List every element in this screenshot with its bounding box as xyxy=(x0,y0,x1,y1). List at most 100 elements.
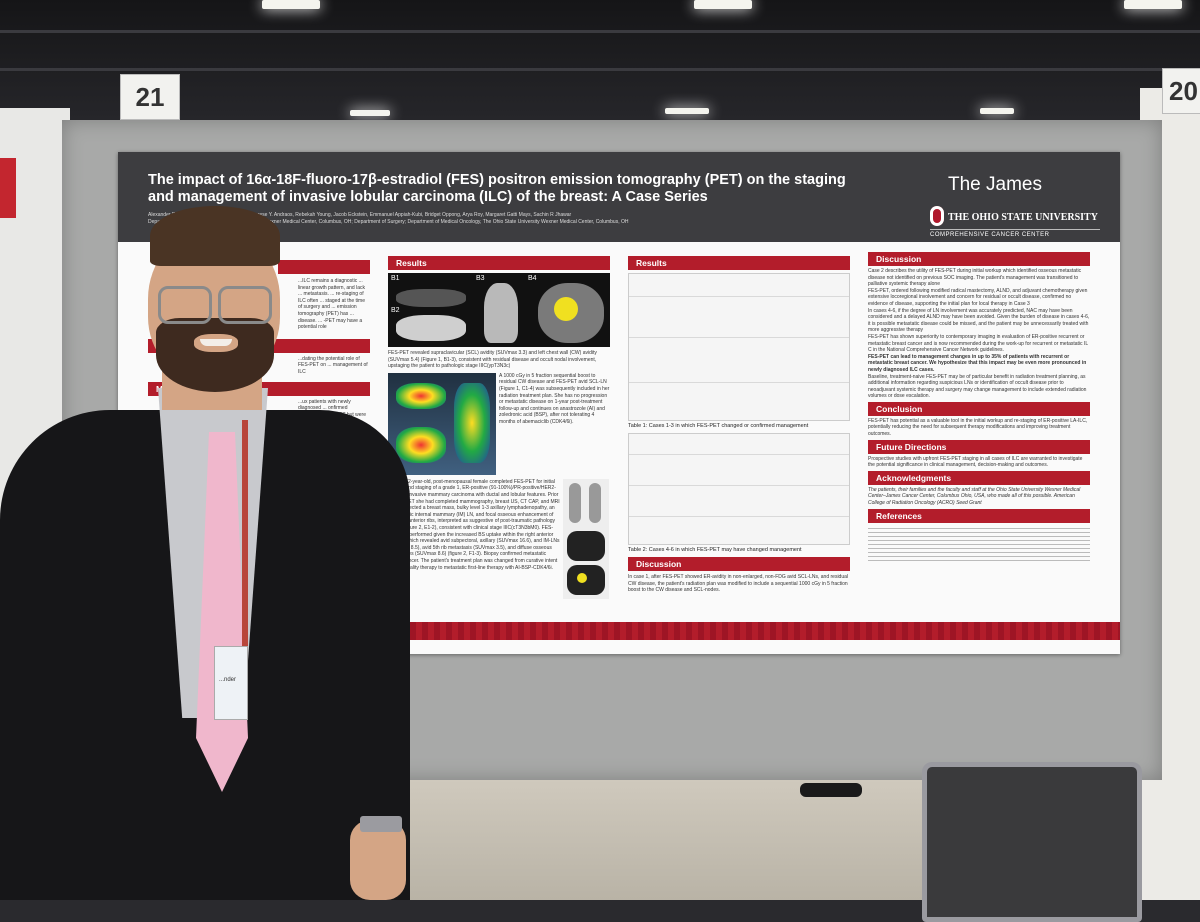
table-row xyxy=(629,338,849,383)
discussion-bullet: FES-PET, ordered following modified radi… xyxy=(868,287,1088,307)
table-1-caption: Table 1: Cases 1-3 in which FES-PET chan… xyxy=(628,423,809,429)
ct-slice xyxy=(396,289,466,307)
ceiling-light xyxy=(350,110,390,116)
hot-spot xyxy=(577,572,587,583)
future-directions-header: Future Directions xyxy=(868,439,1090,454)
wristwatch-icon xyxy=(360,816,402,832)
objective-text: ...dating the potential role of FES-PET … xyxy=(298,355,368,375)
ceiling-light xyxy=(694,0,752,9)
results-table-header: Results xyxy=(628,256,850,270)
acknowledgments-header: Acknowledgments xyxy=(868,470,1090,485)
table-row xyxy=(629,297,849,338)
discussion-bullet: FES-PET has shown superiority to contemp… xyxy=(868,333,1088,354)
pet-scan xyxy=(567,530,605,561)
results-text-2: A 1000 cGy in 5 fraction sequential boos… xyxy=(499,372,610,425)
table-row xyxy=(629,455,849,486)
ceiling-light xyxy=(262,0,320,9)
table-row xyxy=(629,517,849,545)
author-list: Alexander E... Marshall Harrell, Benjin … xyxy=(148,212,572,218)
intro-header xyxy=(278,260,370,274)
case-2-text: Case 2 72-year-old, post-menopausal fema… xyxy=(388,478,560,571)
table-1 xyxy=(628,273,850,421)
discussion-bullets: Case 2 describes the utility of FES-PET … xyxy=(868,268,1090,400)
booth-number-left: 21 xyxy=(120,74,180,120)
bone-scan xyxy=(589,482,601,523)
ceiling-light xyxy=(665,108,709,114)
skull-scan xyxy=(484,283,518,343)
discussion-bottom-text: In case 1, after FES-PET showed ER-avidi… xyxy=(628,574,849,594)
hair xyxy=(150,206,280,266)
dose-map xyxy=(396,426,446,463)
figure-c-row: A 1000 cGy in 5 fraction sequential boos… xyxy=(388,372,610,475)
shoe-in-background xyxy=(800,783,862,797)
figure-label: B4 xyxy=(528,275,537,282)
ceiling-truss xyxy=(0,68,1200,71)
discussion-header: Discussion xyxy=(868,252,1090,266)
presenter: ...nder xyxy=(0,0,420,900)
ceiling-truss xyxy=(0,30,1200,33)
name-badge: ...nder xyxy=(214,646,248,720)
discussion-column: Discussion Case 2 describes the utility … xyxy=(868,252,1090,561)
references-list xyxy=(868,524,1090,561)
table-2-caption: Table 2: Cases 4-6 in which FES-PET may … xyxy=(628,547,802,553)
block-o-icon xyxy=(930,206,944,226)
discussion-bullet: Case 2 describes the utility of FES-PET … xyxy=(868,268,1082,288)
results-header: Results xyxy=(388,256,610,270)
glasses-lens xyxy=(158,286,212,324)
the-james-logo: The James xyxy=(948,174,1042,195)
smile-teeth xyxy=(200,339,232,346)
figure-label: B1 xyxy=(391,275,400,282)
table-row xyxy=(629,434,849,455)
references-header: References xyxy=(868,508,1090,523)
research-poster: The impact of 16α-18F-fluoro-17β-estradi… xyxy=(118,152,1120,654)
poster-authors: Alexander E... Marshall Harrell, Benjin … xyxy=(148,212,828,226)
ceiling-light xyxy=(980,108,1014,114)
discussion-bullet: In cases 4-6, if the degree of LN involv… xyxy=(868,307,1090,334)
figure-label: B2 xyxy=(391,307,400,314)
results-text-1: FES-PET revealed supraclavicular (SCL) a… xyxy=(388,350,597,370)
chair xyxy=(922,762,1142,922)
osu-logo: THE OHIO STATE UNIVERSITY COMPREHENSIVE … xyxy=(930,206,1100,238)
conclusion-text: FES-PET has potential as a valuable tool… xyxy=(868,417,1088,438)
figure-2-scans xyxy=(563,478,609,599)
mouth-area xyxy=(194,334,238,352)
booth-number-right: 20 xyxy=(1162,68,1200,114)
table-row xyxy=(629,274,849,297)
neighbor-poster-edge xyxy=(0,158,16,218)
intro-text: ...ILC remains a diagnostic ... linear g… xyxy=(298,278,365,331)
future-directions-text: Prospective studies with upfront FES-PET… xyxy=(868,455,1083,469)
discussion-bottom-header: Discussion xyxy=(628,557,850,571)
beard xyxy=(156,318,274,392)
poster-footer-bar xyxy=(398,622,1120,640)
glasses-lens xyxy=(218,286,272,324)
affiliations: Department of Radiology, The Ohio State … xyxy=(148,219,629,225)
figure-1-pet-scans: B1 B2 B3 B4 xyxy=(388,273,610,347)
osu-name: THE OHIO STATE UNIVERSITY xyxy=(948,212,1098,224)
glasses-icon xyxy=(158,286,272,324)
case-2-row: Case 2 72-year-old, post-menopausal fema… xyxy=(388,478,610,599)
lanyard xyxy=(242,420,248,650)
table-row xyxy=(629,486,849,517)
ceiling xyxy=(0,0,1200,120)
badge-name: ...nder xyxy=(219,677,237,683)
conclusion-header: Conclusion xyxy=(868,401,1090,416)
ct-slice xyxy=(396,315,466,341)
discussion-bullet: Baseline, treatment-naive FES-PET may be… xyxy=(868,373,1087,400)
hot-spot xyxy=(554,297,578,321)
results-column: Results B1 B2 B3 B4 FES-PET revealed sup… xyxy=(388,256,610,599)
osu-subtitle: COMPREHENSIVE CANCER CENTER xyxy=(930,229,1100,238)
hand xyxy=(350,820,406,900)
dose-map xyxy=(454,382,490,463)
table-2 xyxy=(628,433,850,545)
ceiling-light xyxy=(1124,0,1182,9)
table-row xyxy=(629,383,849,421)
results-tables-column: Results Table 1: Cases 1-3 in which FES-… xyxy=(628,256,850,594)
acknowledgments-text: The patients, their families and the fac… xyxy=(868,486,1081,507)
poster-title: The impact of 16α-18F-fluoro-17β-estradi… xyxy=(148,172,846,205)
dose-map xyxy=(396,382,446,409)
poster-header: The impact of 16α-18F-fluoro-17β-estradi… xyxy=(118,152,1120,242)
figure-c-dose-maps xyxy=(388,372,496,475)
figure-label: B3 xyxy=(476,275,485,282)
bone-scan xyxy=(569,482,581,523)
discussion-bullet: FES-PET can lead to management changes i… xyxy=(868,353,1087,373)
